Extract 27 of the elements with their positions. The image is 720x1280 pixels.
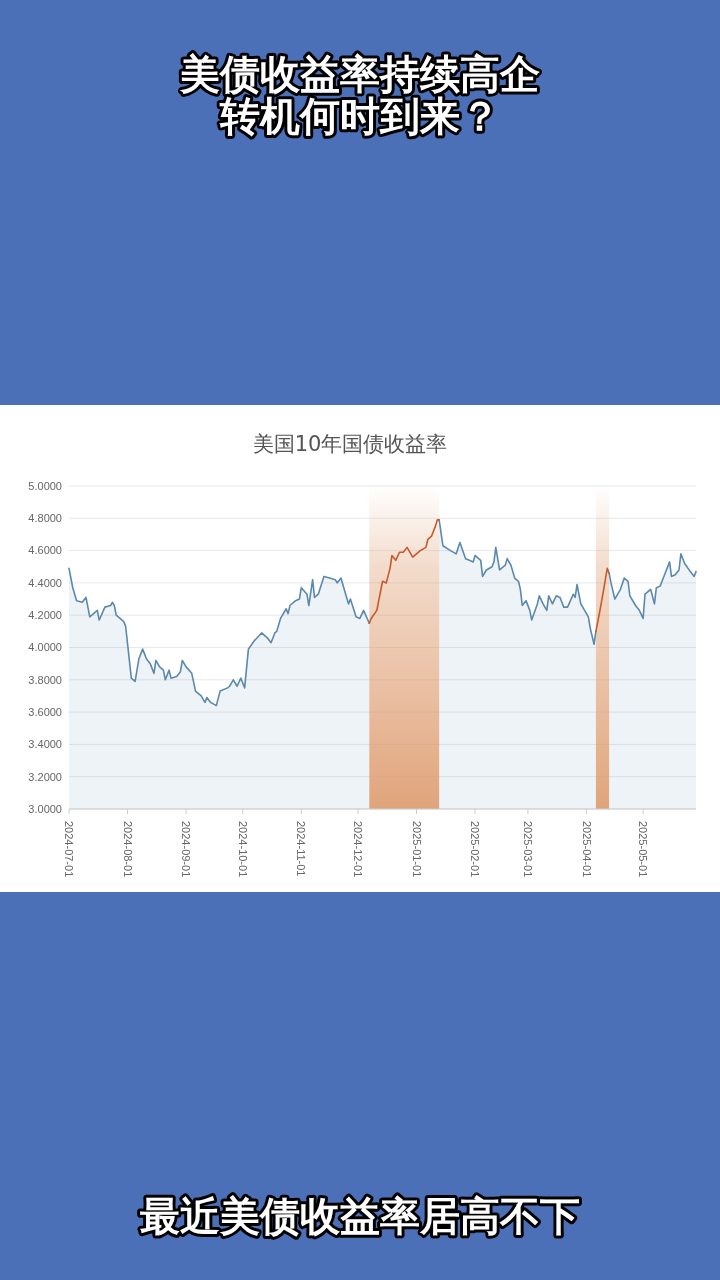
y-tick-label: 3.2000 <box>28 770 62 783</box>
y-tick-label: 4.4000 <box>28 576 62 589</box>
x-tick-label: 2024-12-01 <box>352 821 365 878</box>
y-tick-label: 3.8000 <box>28 673 62 686</box>
x-tick-label: 2025-02-01 <box>469 821 482 878</box>
x-tick-label: 2025-04-01 <box>580 821 593 878</box>
x-tick-label: 2024-09-01 <box>180 821 193 878</box>
y-tick-label: 3.4000 <box>28 738 62 751</box>
x-tick-label: 2025-01-01 <box>410 821 423 878</box>
y-tick-label: 3.0000 <box>28 802 62 815</box>
text: 最近美债收益率居高不下 <box>140 1193 580 1239</box>
y-tick-label: 5.0000 <box>28 479 62 492</box>
y-tick-label: 4.2000 <box>28 609 62 622</box>
y-tick-label: 4.6000 <box>28 544 62 557</box>
x-tick-label: 2025-05-01 <box>637 821 650 878</box>
x-tick-label: 2024-07-01 <box>63 821 76 878</box>
y-tick-label: 4.8000 <box>28 512 62 525</box>
x-tick-label: 2025-03-01 <box>522 821 535 878</box>
chart-title: 美债收益率持续高企转机何时到来？ <box>179 51 540 139</box>
x-tick-label: 2024-11-01 <box>295 821 308 877</box>
x-tick-label: 2024-10-01 <box>236 821 249 878</box>
line-series <box>368 519 440 625</box>
y-tick-label: 4.0000 <box>28 641 62 654</box>
x-tick-label: 2024-08-01 <box>121 821 134 878</box>
y-tick-label: 3.6000 <box>28 705 62 718</box>
line-series <box>595 567 610 633</box>
chart-subtitle: 美国10年国债收益率 <box>252 432 448 456</box>
